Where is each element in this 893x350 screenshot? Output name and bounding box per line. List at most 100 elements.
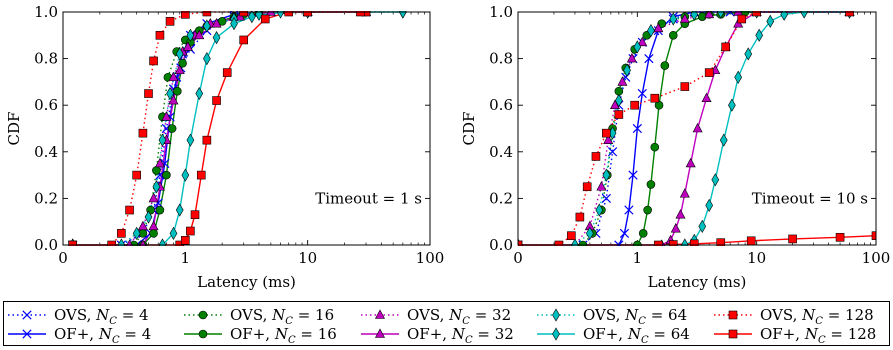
data-point-ovs64 bbox=[615, 93, 623, 108]
data-point-of64 bbox=[212, 31, 221, 45]
x-axis-label: Latency (ms) bbox=[648, 273, 747, 291]
data-point-ovs64 bbox=[144, 210, 153, 224]
y-tick-label: 0.4 bbox=[489, 143, 513, 161]
data-point-of128 bbox=[196, 170, 206, 180]
data-point-of16 bbox=[162, 170, 171, 180]
data-point-ovs32 bbox=[679, 13, 690, 23]
data-point-of32 bbox=[685, 157, 696, 168]
data-point-of64 bbox=[766, 14, 775, 28]
series-line-ovs32 bbox=[518, 11, 850, 246]
data-point-of128 bbox=[181, 236, 190, 245]
data-point-ovs128 bbox=[704, 68, 714, 77]
legend-marker bbox=[22, 329, 32, 339]
data-point-ovs128 bbox=[138, 128, 148, 138]
data-point-ovs128 bbox=[165, 17, 175, 26]
data-point-ovs64 bbox=[585, 226, 594, 240]
data-point-ovs128 bbox=[155, 30, 165, 40]
data-point-ovs128 bbox=[132, 170, 141, 180]
legend-label: OF+, NC = 32 bbox=[407, 325, 514, 346]
legend-label-value: = 32 bbox=[473, 325, 514, 343]
data-point-ovs128 bbox=[630, 100, 639, 110]
data-point-ovs64 bbox=[623, 63, 631, 77]
data-point-ovs128 bbox=[650, 93, 660, 103]
x-tick-label: 0 bbox=[513, 249, 523, 267]
data-point-of32 bbox=[701, 92, 712, 103]
legend-entry-ovs32: OVS, NC = 32 bbox=[361, 306, 511, 327]
legend-marker bbox=[198, 310, 208, 320]
series-line-of32 bbox=[518, 11, 850, 246]
legend-entry-ovs16: OVS, NC = 16 bbox=[184, 306, 334, 327]
legend-label-value: = 32 bbox=[470, 306, 511, 324]
data-point-of128 bbox=[202, 135, 212, 145]
y-tick-label: 0.4 bbox=[34, 143, 58, 161]
data-point-of16 bbox=[668, 30, 678, 40]
data-point-of128 bbox=[835, 233, 845, 242]
data-point-of64 bbox=[744, 47, 753, 61]
y-tick-label: 0.6 bbox=[34, 96, 58, 114]
legend-label: OF+, NC = 4 bbox=[54, 325, 151, 346]
data-point-ovs64 bbox=[203, 19, 211, 33]
legend-entry-ovs64: OVS, NC = 64 bbox=[537, 306, 687, 327]
data-point-of16 bbox=[173, 86, 182, 96]
legend-label-subscript: C bbox=[109, 316, 117, 327]
data-point-of64 bbox=[399, 11, 407, 19]
data-point-of64 bbox=[169, 226, 178, 240]
legend-marker bbox=[22, 310, 32, 320]
legend-marker bbox=[552, 308, 560, 322]
data-point-of32 bbox=[182, 41, 193, 51]
data-point-ovs4 bbox=[607, 147, 618, 157]
legend-label: OVS, NC = 4 bbox=[54, 306, 149, 327]
data-point-ovs64 bbox=[132, 226, 141, 240]
y-tick-label: 1.0 bbox=[489, 3, 513, 21]
data-point-ovs64 bbox=[647, 24, 655, 38]
data-point-ovs128 bbox=[181, 11, 190, 19]
legend-label: OVS, NC = 128 bbox=[760, 306, 874, 327]
data-point-ovs64 bbox=[669, 12, 678, 26]
data-point-ovs4 bbox=[601, 193, 611, 204]
legend-marker bbox=[552, 327, 560, 341]
data-point-of64 bbox=[719, 133, 728, 147]
y-tick-label: 0.2 bbox=[489, 189, 513, 207]
data-point-ovs64 bbox=[166, 86, 174, 101]
legend-frame bbox=[3, 301, 890, 346]
data-point-of64 bbox=[734, 70, 743, 84]
data-point-of64 bbox=[175, 203, 184, 217]
data-point-of32 bbox=[211, 18, 222, 28]
y-tick-label: 1.0 bbox=[34, 3, 58, 21]
data-point-ovs64 bbox=[175, 47, 184, 61]
data-point-ovs64 bbox=[716, 11, 725, 19]
legend-marker bbox=[198, 329, 208, 339]
data-point-of128 bbox=[788, 234, 797, 244]
legend-label-symbol: N bbox=[804, 325, 819, 343]
data-point-of128 bbox=[716, 238, 726, 246]
x-axis-label: Latency (ms) bbox=[197, 273, 296, 291]
data-point-ovs128 bbox=[721, 42, 730, 52]
legend-label-prefix: OF+, bbox=[230, 325, 275, 343]
series-line-ovs16 bbox=[72, 11, 366, 246]
series-line-of64 bbox=[518, 11, 850, 246]
data-point-ovs32 bbox=[653, 22, 664, 33]
data-point-of64 bbox=[680, 238, 689, 246]
data-point-ovs32 bbox=[154, 157, 165, 168]
y-tick-label: 0.8 bbox=[489, 50, 513, 68]
data-point-of64 bbox=[181, 168, 190, 182]
series-line-of128 bbox=[72, 11, 361, 246]
data-point-ovs16 bbox=[152, 166, 161, 175]
data-point-of128 bbox=[260, 14, 270, 24]
data-point-of16 bbox=[660, 61, 670, 70]
x-tick-label: 100 bbox=[862, 249, 891, 267]
legend-label-symbol: N bbox=[95, 306, 110, 324]
legend-label-subscript: C bbox=[288, 335, 296, 346]
legend-label-value: = 128 bbox=[823, 306, 874, 324]
data-point-of32 bbox=[692, 122, 703, 133]
legend-label-symbol: N bbox=[451, 325, 466, 343]
data-point-of16 bbox=[178, 58, 187, 68]
legend-label: OF+, NC = 128 bbox=[760, 325, 876, 346]
data-point-ovs128 bbox=[117, 229, 126, 238]
data-point-ovs32 bbox=[596, 181, 607, 191]
legend-label: OVS, NC = 16 bbox=[230, 306, 334, 327]
data-point-of128 bbox=[746, 236, 756, 246]
legend-label-value: = 16 bbox=[296, 325, 337, 343]
legend-marker bbox=[728, 329, 738, 339]
data-point-of64 bbox=[248, 11, 256, 24]
